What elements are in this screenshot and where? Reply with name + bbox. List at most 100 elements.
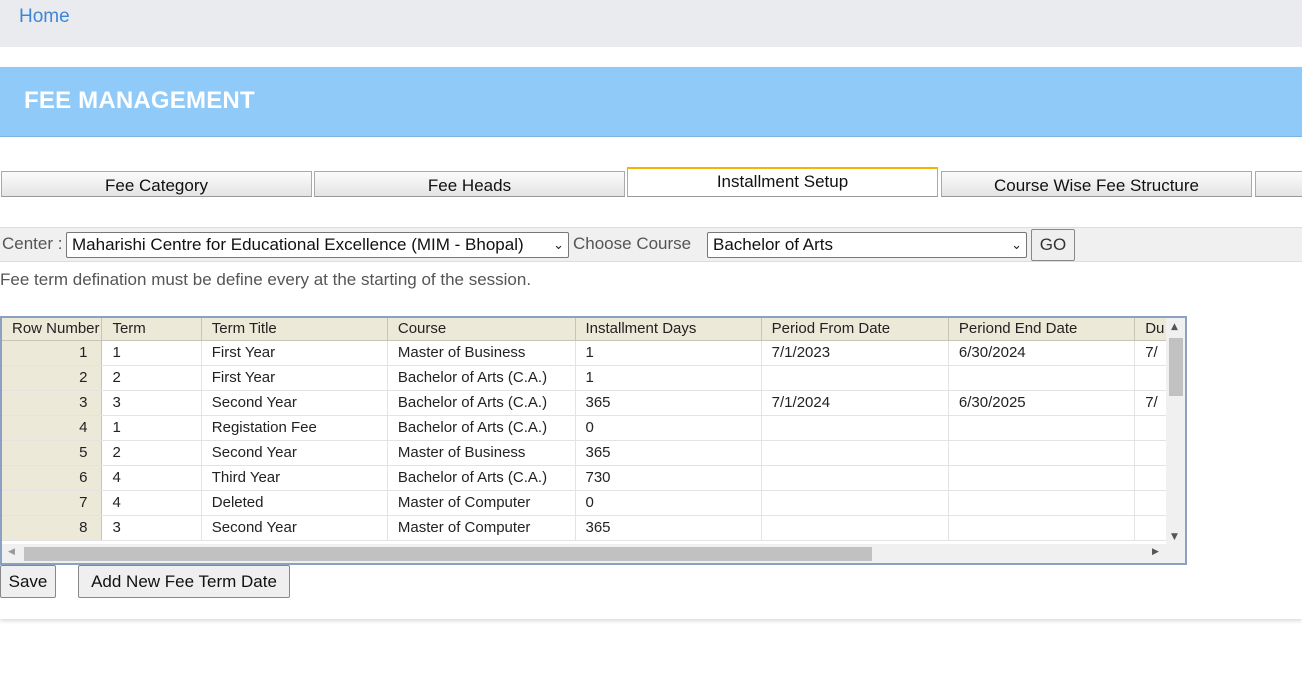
column-header[interactable]: Row Number: [2, 318, 103, 341]
table-cell[interactable]: 730: [575, 465, 762, 491]
column-header[interactable]: Periond End Date: [948, 318, 1136, 341]
table-cell[interactable]: Bachelor of Arts (C.A.): [387, 390, 576, 416]
table-cell[interactable]: Master of Business: [387, 340, 576, 366]
table-cell[interactable]: 1: [101, 415, 202, 441]
table-cell[interactable]: [761, 440, 949, 466]
table-cell[interactable]: First Year: [201, 365, 388, 391]
table-cell[interactable]: 0: [575, 490, 762, 516]
table-cell[interactable]: [948, 440, 1136, 466]
page-title: FEE MANAGEMENT: [24, 87, 255, 114]
scroll-down-icon[interactable]: ▼: [1171, 532, 1178, 542]
table-cell[interactable]: 6/30/2024: [948, 340, 1136, 366]
course-select-value: Bachelor of Arts: [713, 235, 834, 254]
table-row[interactable]: 4 1 Registation Fee Bachelor of Arts (C.A.)…: [2, 415, 1185, 441]
table-cell[interactable]: Third Year: [201, 465, 388, 491]
table-cell[interactable]: 4: [101, 490, 202, 516]
horizontal-scrollbar[interactable]: ◀ ▶: [2, 544, 1185, 563]
column-header[interactable]: Period From Date: [761, 318, 949, 341]
table-cell[interactable]: 365: [575, 390, 762, 416]
center-label: Center :: [2, 234, 63, 253]
table-row[interactable]: 6 4 Third Year Bachelor of Arts (C.A.) 730: [2, 465, 1185, 491]
table-cell[interactable]: First Year: [201, 340, 388, 366]
column-header[interactable]: Course: [387, 318, 576, 341]
add-new-fee-term-date-button[interactable]: Add New Fee Term Date: [78, 565, 290, 598]
table-cell[interactable]: 3: [101, 515, 202, 541]
table-cell[interactable]: Master of Computer: [387, 515, 576, 541]
chevron-down-icon: ⌄: [553, 237, 564, 252]
scrollbar-thumb[interactable]: [1169, 338, 1183, 396]
row-number-cell: 4: [2, 415, 103, 441]
table-cell[interactable]: [948, 515, 1136, 541]
table-row[interactable]: 1 1 First Year Master of Business 1 7/1/2023 6…: [2, 340, 1185, 366]
table-cell[interactable]: 1: [575, 365, 762, 391]
table-cell[interactable]: 7/1/2023: [761, 340, 949, 366]
column-header[interactable]: Term: [101, 318, 202, 341]
go-button[interactable]: GO: [1031, 229, 1075, 261]
table-cell[interactable]: Second Year: [201, 440, 388, 466]
table-cell[interactable]: [761, 415, 949, 441]
table-cell[interactable]: Deleted: [201, 490, 388, 516]
table-cell[interactable]: Bachelor of Arts (C.A.): [387, 365, 576, 391]
table-row[interactable]: 2 2 First Year Bachelor of Arts (C.A.) 1: [2, 365, 1185, 391]
table-row[interactable]: 5 2 Second Year Master of Business 365: [2, 440, 1185, 466]
table-cell[interactable]: [948, 365, 1136, 391]
table-cell[interactable]: [761, 465, 949, 491]
table-cell[interactable]: [761, 365, 949, 391]
table-cell[interactable]: [761, 515, 949, 541]
vertical-scrollbar[interactable]: ▲ ▼: [1166, 318, 1185, 544]
table-row[interactable]: 3 3 Second Year Bachelor of Arts (C.A.) 365 7…: [2, 390, 1185, 416]
row-number-cell: 7: [2, 490, 103, 516]
breadcrumb: Home: [0, 0, 1302, 47]
row-number-cell: 1: [2, 340, 103, 366]
table-cell[interactable]: 3: [101, 390, 202, 416]
table-cell[interactable]: 7/1/2024: [761, 390, 949, 416]
row-number-cell: 3: [2, 390, 103, 416]
tab-fee-heads[interactable]: Fee Heads: [314, 171, 625, 197]
filter-bar: Center : Maharishi Centre for Educationa…: [0, 227, 1302, 262]
scrollbar-thumb[interactable]: [24, 547, 872, 561]
tab-fee-category[interactable]: Fee Category: [1, 171, 312, 197]
table-cell[interactable]: 365: [575, 440, 762, 466]
table-cell[interactable]: 2: [101, 440, 202, 466]
table-cell[interactable]: Bachelor of Arts (C.A.): [387, 415, 576, 441]
row-number-cell: 2: [2, 365, 103, 391]
table-cell[interactable]: 1: [575, 340, 762, 366]
row-number-cell: 6: [2, 465, 103, 491]
table-cell[interactable]: Master of Computer: [387, 490, 576, 516]
column-header[interactable]: Term Title: [201, 318, 388, 341]
table-cell[interactable]: 1: [101, 340, 202, 366]
table-cell[interactable]: 4: [101, 465, 202, 491]
table-cell[interactable]: [948, 415, 1136, 441]
row-number-cell: 8: [2, 515, 103, 541]
tab-more[interactable]: [1255, 171, 1302, 197]
table-cell[interactable]: 2: [101, 365, 202, 391]
course-label: Choose Course: [573, 234, 692, 253]
scroll-right-icon[interactable]: ▶: [1152, 547, 1159, 557]
scroll-up-icon[interactable]: ▲: [1171, 322, 1178, 332]
table-row[interactable]: 7 4 Deleted Master of Computer 0: [2, 490, 1185, 516]
table-cell[interactable]: Master of Business: [387, 440, 576, 466]
table-cell[interactable]: [948, 465, 1136, 491]
table-cell[interactable]: Second Year: [201, 390, 388, 416]
scroll-left-icon[interactable]: ◀: [8, 547, 15, 557]
table-cell[interactable]: 365: [575, 515, 762, 541]
center-select[interactable]: Maharishi Centre for Educational Excelle…: [66, 232, 569, 258]
table-cell[interactable]: [948, 490, 1136, 516]
fee-management-panel: FEE MANAGEMENT Fee Category Fee Heads In…: [0, 67, 1302, 619]
row-number-cell: 5: [2, 440, 103, 466]
table-cell[interactable]: Registation Fee: [201, 415, 388, 441]
save-button[interactable]: Save: [0, 565, 56, 598]
table-cell[interactable]: 0: [575, 415, 762, 441]
course-select[interactable]: Bachelor of Arts ⌄: [707, 232, 1027, 258]
table-cell[interactable]: Bachelor of Arts (C.A.): [387, 465, 576, 491]
tab-installment-setup[interactable]: Installment Setup: [627, 167, 938, 197]
table-row[interactable]: 8 3 Second Year Master of Computer 365: [2, 515, 1185, 541]
tab-course-wise-fee-structure[interactable]: Course Wise Fee Structure: [941, 171, 1252, 197]
table-cell[interactable]: [761, 490, 949, 516]
column-header[interactable]: Installment Days: [575, 318, 762, 341]
home-link[interactable]: Home: [19, 6, 70, 27]
table-cell[interactable]: Second Year: [201, 515, 388, 541]
table-cell[interactable]: 6/30/2025: [948, 390, 1136, 416]
installment-table: Row Number Term Term Title Course Instal…: [2, 318, 1185, 541]
chevron-down-icon: ⌄: [1011, 237, 1022, 252]
